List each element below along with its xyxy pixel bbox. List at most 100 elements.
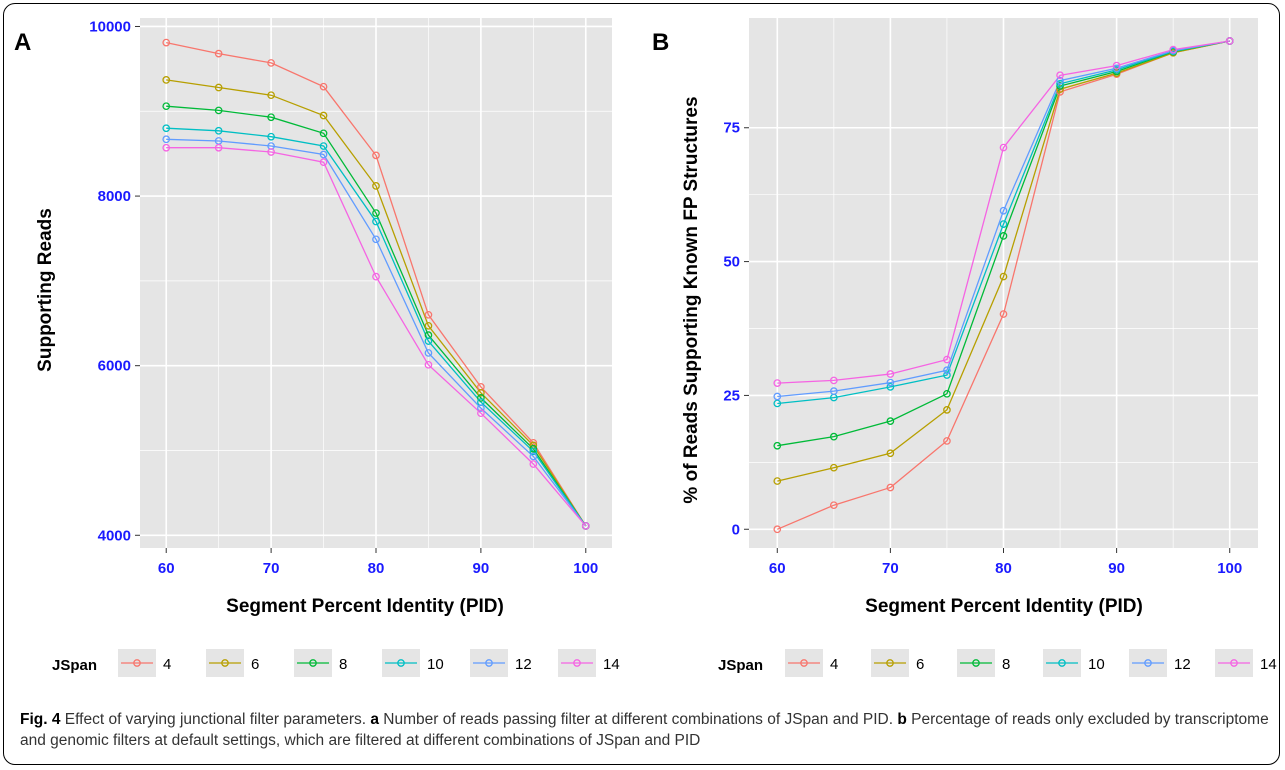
series-line-jspan-14: [166, 147, 587, 527]
data-point-jspan-10: [267, 132, 275, 141]
x-tick-label: 70: [882, 560, 899, 577]
legend-label: 10: [1088, 656, 1105, 673]
data-point-jspan-12: [943, 366, 951, 375]
panel-a-legend-title: JSpan: [52, 657, 97, 674]
data-point-jspan-6: [943, 406, 951, 414]
data-point-jspan-12: [1112, 64, 1121, 73]
y-tick-label: 0: [732, 521, 740, 538]
data-point-jspan-14: [829, 376, 838, 385]
data-point-jspan-6: [829, 463, 838, 472]
legend-label: 6: [916, 656, 924, 673]
data-point-jspan-12: [829, 387, 838, 395]
panel-b-letter: B: [652, 29, 669, 56]
data-point-jspan-10: [319, 142, 328, 150]
data-point-jspan-4: [999, 310, 1008, 318]
legend-label: 8: [339, 656, 347, 673]
data-point-jspan-4: [372, 151, 380, 160]
data-point-jspan-14: [162, 143, 171, 152]
legend-key-point: [800, 659, 808, 667]
data-point-jspan-4: [319, 82, 328, 91]
data-point-jspan-12: [773, 392, 782, 401]
figure-frame: [3, 3, 1280, 765]
data-point-jspan-14: [999, 143, 1008, 152]
data-point-jspan-8: [943, 389, 951, 398]
data-point-jspan-12: [529, 452, 538, 461]
data-point-jspan-10: [999, 220, 1008, 228]
data-point-jspan-8: [1056, 82, 1064, 90]
data-point-jspan-14: [214, 143, 223, 152]
legend-label: 8: [1002, 656, 1010, 673]
data-point-jspan-14: [372, 272, 380, 281]
legend-key-point: [972, 659, 980, 667]
data-point-jspan-10: [529, 447, 538, 456]
data-point-jspan-4: [162, 38, 171, 47]
legend-key-point: [573, 659, 581, 667]
data-point-jspan-6: [319, 111, 328, 120]
series-line-jspan-8: [777, 40, 1230, 447]
data-point-jspan-14: [1225, 37, 1234, 45]
panel-b-gridlines: [749, 18, 1258, 548]
caption-b-text: Percentage of reads only excluded by tra…: [20, 711, 1269, 749]
legend-label: 12: [515, 656, 532, 673]
data-point-jspan-8: [267, 113, 275, 122]
x-tick-label: 90: [473, 560, 490, 577]
legend-label: 14: [603, 656, 620, 673]
panel-a-series-lines: [166, 41, 587, 527]
panel-b-x-tick-labels: 60 70 80 90 100: [769, 548, 1242, 577]
panel-a-legend: JSpan 4 6 8 10 12 14: [52, 649, 620, 677]
data-point-jspan-14: [529, 460, 538, 468]
data-point-jspan-10: [1056, 79, 1064, 88]
data-point-jspan-12: [999, 206, 1008, 215]
data-point-jspan-4: [214, 49, 223, 58]
data-point-jspan-6: [999, 272, 1008, 281]
data-point-jspan-6: [214, 83, 223, 92]
x-tick-label: 100: [1217, 560, 1242, 577]
legend-key-point: [133, 659, 141, 667]
data-point-jspan-12: [372, 235, 380, 244]
caption-a-label: a: [370, 711, 379, 728]
data-point-jspan-6: [886, 449, 895, 458]
data-point-jspan-6: [1056, 85, 1064, 94]
legend-key-point: [221, 659, 229, 667]
panel-a-y-axis-title: Supporting Reads: [35, 208, 56, 372]
series-line-jspan-6: [166, 79, 587, 527]
data-point-jspan-6: [267, 91, 275, 100]
data-point-jspan-4: [943, 437, 951, 445]
data-point-jspan-14: [943, 355, 951, 364]
data-point-jspan-14: [581, 522, 590, 530]
data-point-jspan-8: [162, 102, 171, 111]
y-tick-label: 10000: [89, 18, 131, 35]
series-line-jspan-12: [166, 138, 587, 527]
panel-a-gridlines: [140, 18, 612, 548]
series-line-jspan-14: [777, 40, 1230, 384]
caption-intro: Effect of varying junctional filter para…: [60, 711, 371, 728]
data-point-jspan-14: [424, 360, 433, 369]
caption-a-text: Number of reads passing filter at differ…: [378, 711, 898, 728]
data-point-jspan-6: [372, 182, 380, 190]
data-point-jspan-14: [1056, 71, 1064, 80]
legend-label: 6: [251, 656, 259, 673]
data-point-jspan-8: [319, 129, 328, 138]
data-point-jspan-12: [424, 349, 433, 357]
panel-b-series-lines: [777, 40, 1230, 530]
y-tick-label: 6000: [98, 358, 131, 375]
caption-figure-label: Fig. 4: [20, 711, 61, 728]
panel-b-legend-title: JSpan: [718, 657, 763, 674]
data-point-jspan-10: [162, 124, 171, 133]
legend-label: 14: [1260, 656, 1277, 673]
data-point-jspan-14: [267, 148, 275, 156]
data-point-jspan-10: [886, 383, 895, 391]
data-point-jspan-8: [829, 432, 838, 441]
legend-key-point: [397, 659, 405, 667]
legend-key-point: [1058, 659, 1066, 667]
y-tick-label: 25: [723, 387, 740, 404]
panel-a-y-tick-labels: 4000 6000 8000 10000: [89, 18, 140, 544]
panel-a: A 4000 6000 8000 10000 60 70 80 90 100 Segment …: [14, 18, 620, 677]
data-point-jspan-8: [999, 232, 1008, 240]
data-point-jspan-10: [372, 217, 380, 226]
legend-key-point: [1230, 659, 1238, 667]
y-tick-label: 50: [723, 254, 740, 271]
data-point-jspan-6: [162, 76, 171, 84]
data-point-jspan-4: [829, 501, 838, 510]
